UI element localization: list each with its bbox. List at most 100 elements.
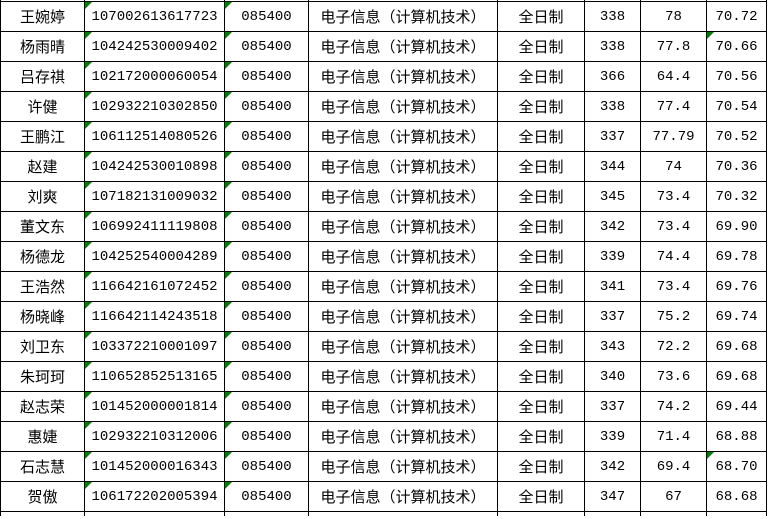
cell-name[interactable]: 杨雨晴 bbox=[0, 31, 85, 62]
cell-major[interactable]: 电子信息（计算机技术） bbox=[308, 391, 498, 422]
cell-name[interactable]: 惠婕 bbox=[0, 421, 85, 452]
cell-exam-id[interactable]: 101452000016343 bbox=[84, 451, 225, 482]
cell-name[interactable]: 王鹏江 bbox=[0, 121, 85, 152]
cell-retest-score[interactable]: 73.4 bbox=[640, 181, 707, 212]
cell-initial-score[interactable]: 344 bbox=[584, 151, 641, 182]
cell-study-mode[interactable]: 全日制 bbox=[497, 151, 585, 182]
cell-major-code[interactable]: 085400 bbox=[224, 481, 309, 512]
cell-exam-id[interactable]: 104242530010898 bbox=[84, 151, 225, 182]
cell-study-mode[interactable]: 全日制 bbox=[497, 1, 585, 32]
cell-major-code[interactable]: 085400 bbox=[224, 391, 309, 422]
cell-major-code[interactable]: 085400 bbox=[224, 331, 309, 362]
cell-major[interactable]: 电子信息（计算机技术） bbox=[308, 421, 498, 452]
cell-name[interactable]: 杨德龙 bbox=[0, 241, 85, 272]
cell-retest-score[interactable]: 77.4 bbox=[640, 91, 707, 122]
cell-major[interactable]: 电子信息（计算机技术） bbox=[308, 31, 498, 62]
cell-retest-score[interactable]: 74.2 bbox=[640, 391, 707, 422]
cell-initial-score[interactable]: 342 bbox=[584, 451, 641, 482]
cell-initial-score[interactable]: 343 bbox=[584, 331, 641, 362]
cell-initial-score[interactable]: 339 bbox=[584, 421, 641, 452]
cell-initial-score[interactable]: 337 bbox=[584, 301, 641, 332]
cell-retest-score[interactable]: 78 bbox=[640, 1, 707, 32]
cell-initial-score[interactable]: 342 bbox=[584, 211, 641, 242]
cell-name[interactable]: 贺傲 bbox=[0, 481, 85, 512]
cell-study-mode[interactable]: 全日制 bbox=[497, 301, 585, 332]
cell-initial-score[interactable]: 339 bbox=[584, 241, 641, 272]
cell-exam-id[interactable]: 102932210312006 bbox=[84, 421, 225, 452]
cell-final-score[interactable]: 69.78 bbox=[706, 241, 767, 272]
cell-retest-score[interactable]: 73.4 bbox=[640, 211, 707, 242]
cell-major[interactable]: 电子信息（计算机技术） bbox=[308, 151, 498, 182]
cell-study-mode[interactable]: 全日制 bbox=[497, 31, 585, 62]
cell-name[interactable]: 董文东 bbox=[0, 211, 85, 242]
cell-major-code[interactable]: 085400 bbox=[224, 151, 309, 182]
cell-final-score[interactable]: 69.68 bbox=[706, 361, 767, 392]
cell-initial-score[interactable]: 341 bbox=[584, 271, 641, 302]
cell-final-score[interactable]: 68.68 bbox=[706, 481, 767, 512]
cell-initial-score[interactable]: 338 bbox=[584, 31, 641, 62]
cell-study-mode[interactable]: 全日制 bbox=[497, 481, 585, 512]
cell-major-code[interactable]: 085400 bbox=[224, 421, 309, 452]
cell-major-code[interactable]: 085400 bbox=[224, 241, 309, 272]
cell-retest-score[interactable]: 71.4 bbox=[640, 421, 707, 452]
cell-final-score[interactable]: 70.54 bbox=[706, 91, 767, 122]
cell-study-mode[interactable]: 全日制 bbox=[497, 271, 585, 302]
cell-final-score[interactable]: 68.88 bbox=[706, 421, 767, 452]
cell-retest-score[interactable]: 69.4 bbox=[640, 451, 707, 482]
cell-major-code[interactable]: 085400 bbox=[224, 361, 309, 392]
cell-major[interactable]: 电子信息（计算机技术） bbox=[308, 301, 498, 332]
cell-name[interactable]: 王浩然 bbox=[0, 271, 85, 302]
cell-final-score[interactable]: 70.72 bbox=[706, 1, 767, 32]
cell-name[interactable]: 吕存祺 bbox=[0, 61, 85, 92]
cell-final-score[interactable]: 69.68 bbox=[706, 331, 767, 362]
cell-exam-id[interactable]: 104242530009402 bbox=[84, 31, 225, 62]
cell-exam-id[interactable]: 116642161072452 bbox=[84, 271, 225, 302]
cell-retest-score[interactable]: 74 bbox=[640, 151, 707, 182]
cell-initial-score[interactable]: 338 bbox=[584, 1, 641, 32]
cell-major-code[interactable]: 085400 bbox=[224, 91, 309, 122]
cell-exam-id[interactable]: 106112514080526 bbox=[84, 121, 225, 152]
cell-major-code[interactable]: 085400 bbox=[224, 181, 309, 212]
cell-major-code[interactable]: 085400 bbox=[224, 61, 309, 92]
cell-major-code[interactable]: 085400 bbox=[224, 301, 309, 332]
cell-initial-score[interactable]: 345 bbox=[584, 181, 641, 212]
cell-retest-score[interactable]: 75.2 bbox=[640, 301, 707, 332]
cell-study-mode[interactable]: 全日制 bbox=[497, 361, 585, 392]
cell-major-code[interactable]: 085400 bbox=[224, 121, 309, 152]
cell-final-score[interactable]: 69.76 bbox=[706, 271, 767, 302]
cell-final-score[interactable]: 70.36 bbox=[706, 151, 767, 182]
cell-major-code[interactable]: 085400 bbox=[224, 451, 309, 482]
cell-exam-id[interactable]: 107002613617723 bbox=[84, 1, 225, 32]
cell-retest-score[interactable]: 64.4 bbox=[640, 61, 707, 92]
cell-exam-id[interactable]: 116642114243518 bbox=[84, 301, 225, 332]
cell-initial-score[interactable]: 347 bbox=[584, 481, 641, 512]
cell-exam-id[interactable]: 107182131009032 bbox=[84, 181, 225, 212]
cell-initial-score[interactable]: 340 bbox=[584, 361, 641, 392]
cell-initial-score[interactable]: 337 bbox=[584, 391, 641, 422]
cell-major[interactable]: 电子信息（计算机技术） bbox=[308, 211, 498, 242]
cell-major[interactable]: 电子信息（计算机技术） bbox=[308, 1, 498, 32]
cell-study-mode[interactable]: 全日制 bbox=[497, 451, 585, 482]
cell-exam-id[interactable]: 101452000001814 bbox=[84, 391, 225, 422]
cell-final-score[interactable]: 69.44 bbox=[706, 391, 767, 422]
cell-name[interactable]: 赵建 bbox=[0, 151, 85, 182]
cell-retest-score[interactable]: 77.79 bbox=[640, 121, 707, 152]
cell-major[interactable]: 电子信息（计算机技术） bbox=[308, 181, 498, 212]
cell-initial-score[interactable]: 338 bbox=[584, 91, 641, 122]
cell-major[interactable]: 电子信息（计算机技术） bbox=[308, 241, 498, 272]
cell-retest-score[interactable]: 74.4 bbox=[640, 241, 707, 272]
cell-study-mode[interactable]: 全日制 bbox=[497, 241, 585, 272]
cell-initial-score[interactable]: 366 bbox=[584, 61, 641, 92]
cell-major[interactable]: 电子信息（计算机技术） bbox=[308, 451, 498, 482]
cell-retest-score[interactable]: 67 bbox=[640, 481, 707, 512]
cell-major[interactable]: 电子信息（计算机技术） bbox=[308, 91, 498, 122]
cell-exam-id[interactable]: 106992411119808 bbox=[84, 211, 225, 242]
cell-study-mode[interactable]: 全日制 bbox=[497, 391, 585, 422]
cell-study-mode[interactable]: 全日制 bbox=[497, 61, 585, 92]
cell-retest-score[interactable]: 72.2 bbox=[640, 331, 707, 362]
cell-final-score[interactable]: 70.52 bbox=[706, 121, 767, 152]
cell-study-mode[interactable]: 全日制 bbox=[497, 121, 585, 152]
cell-major-code[interactable]: 085400 bbox=[224, 271, 309, 302]
cell-exam-id[interactable]: 110652852513165 bbox=[84, 361, 225, 392]
cell-retest-score[interactable]: 73.4 bbox=[640, 271, 707, 302]
